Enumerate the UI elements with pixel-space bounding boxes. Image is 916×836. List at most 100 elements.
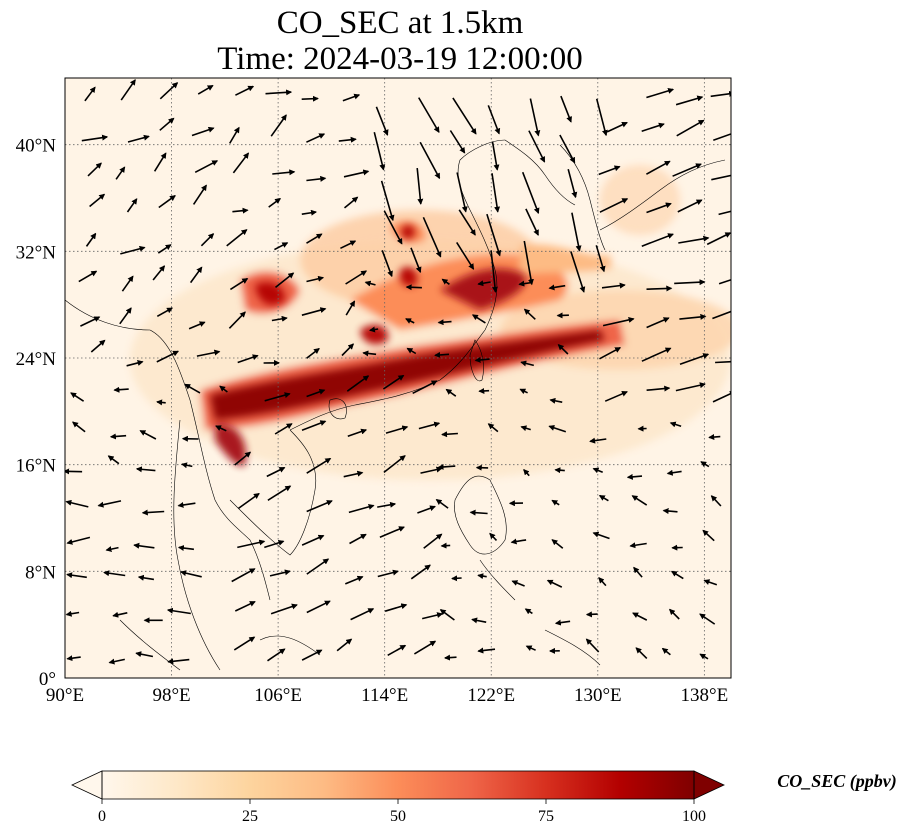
wind-arrow — [108, 658, 125, 665]
wind-arrow — [306, 275, 325, 283]
wind-arrow — [661, 647, 671, 656]
wind-arrow — [598, 494, 609, 502]
wind-arrow — [70, 392, 85, 402]
wind-arrow — [181, 462, 193, 469]
wind-arrow — [477, 647, 496, 654]
wind-arrow — [269, 569, 291, 577]
wind-arrow — [702, 529, 715, 542]
wind-arrow — [270, 114, 287, 137]
wind-arrow — [445, 388, 457, 397]
wind-arrow — [159, 117, 175, 131]
wind-arrow — [699, 613, 716, 625]
wind-arrow — [471, 314, 486, 324]
wind-arrow — [156, 307, 173, 317]
wind-arrow — [490, 250, 498, 293]
wind-arrow — [274, 242, 289, 251]
wind-arrow — [347, 428, 368, 438]
wind-arrow — [377, 569, 399, 578]
wind-arrow — [109, 433, 127, 440]
wind-arrow — [474, 356, 490, 363]
wind-arrow — [265, 89, 293, 96]
wind-arrow — [452, 97, 477, 135]
wind-arrow — [270, 603, 298, 615]
wind-arrow — [192, 184, 207, 205]
wind-arrow — [113, 386, 129, 393]
wind-arrow — [373, 132, 386, 171]
wind-arrow — [348, 503, 375, 514]
wind-arrow — [419, 141, 441, 180]
wind-arrow — [585, 638, 600, 653]
wind-arrow — [418, 421, 441, 430]
wind-arrow — [152, 265, 166, 281]
wind-arrow — [491, 173, 501, 213]
wind-arrow — [301, 209, 317, 216]
wind-arrow — [672, 163, 702, 177]
wind-arrow — [437, 319, 452, 326]
wind-arrow — [439, 609, 455, 621]
wind-arrow — [137, 574, 155, 581]
wind-arrow — [343, 470, 364, 478]
wind-arrow — [528, 130, 546, 163]
wind-arrow — [377, 501, 397, 508]
wind-arrow — [153, 152, 167, 172]
wind-arrow — [632, 612, 648, 621]
wind-arrow — [440, 542, 451, 549]
wind-arrow — [570, 251, 586, 293]
wind-arrow — [383, 455, 406, 474]
wind-arrow — [231, 568, 256, 583]
wind-arrow — [626, 473, 643, 480]
wind-arrow — [422, 612, 444, 620]
wind-arrow — [458, 209, 476, 236]
wind-arrow — [444, 654, 457, 661]
wind-arrow — [159, 82, 179, 100]
wind-arrow — [679, 313, 707, 320]
wind-arrow — [228, 311, 246, 329]
wind-arrow — [379, 526, 405, 538]
wind-arrow — [66, 572, 87, 579]
wind-arrow — [226, 229, 248, 247]
wind-arrow — [469, 509, 488, 516]
map-title-line2: Time: 2024-03-19 12:00:00 — [217, 41, 583, 77]
wind-arrow — [119, 307, 132, 325]
gridlines — [65, 78, 731, 678]
wind-arrow — [306, 388, 326, 398]
wind-arrow — [418, 97, 440, 133]
wind-arrow — [197, 84, 214, 95]
wind-arrow — [301, 95, 319, 102]
wind-arrow — [486, 213, 502, 257]
wind-arrow — [133, 542, 155, 549]
wind-arrow — [410, 564, 431, 580]
wind-arrow — [306, 347, 320, 359]
wind-arrow — [520, 425, 531, 432]
wind-arrow — [641, 347, 672, 362]
wind-arrow — [232, 207, 249, 214]
lat-tick-label: 24°N — [16, 349, 57, 370]
wind-arrow — [524, 608, 533, 615]
wind-arrow — [417, 505, 436, 514]
wind-arrow — [345, 270, 368, 285]
wind-arrow — [191, 126, 215, 137]
wind-arrow — [599, 198, 629, 213]
wind-arrow — [549, 397, 563, 404]
wind-arrow — [674, 279, 706, 286]
wind-arrow — [703, 579, 718, 586]
wind-arrow — [478, 387, 490, 394]
wind-arrow — [156, 399, 166, 406]
wind-arrow — [387, 644, 407, 656]
wind-arrow — [675, 382, 706, 392]
wind-arrow — [383, 210, 403, 245]
wind-arrow — [405, 284, 422, 291]
wind-arrow — [66, 536, 91, 545]
wind-arrow — [65, 610, 80, 617]
lon-tick-label: 130°E — [574, 685, 622, 706]
wind-arrow — [713, 133, 731, 142]
wind-arrow — [345, 300, 356, 316]
wind-arrow — [406, 347, 417, 355]
wind-arrow — [413, 640, 437, 655]
wind-arrow — [606, 121, 628, 133]
wind-arrow — [592, 467, 603, 474]
lat-tick-label: 40°N — [16, 136, 57, 157]
wind-arrow — [710, 90, 731, 98]
wind-arrow — [80, 316, 101, 327]
wind-arrow — [120, 245, 146, 255]
